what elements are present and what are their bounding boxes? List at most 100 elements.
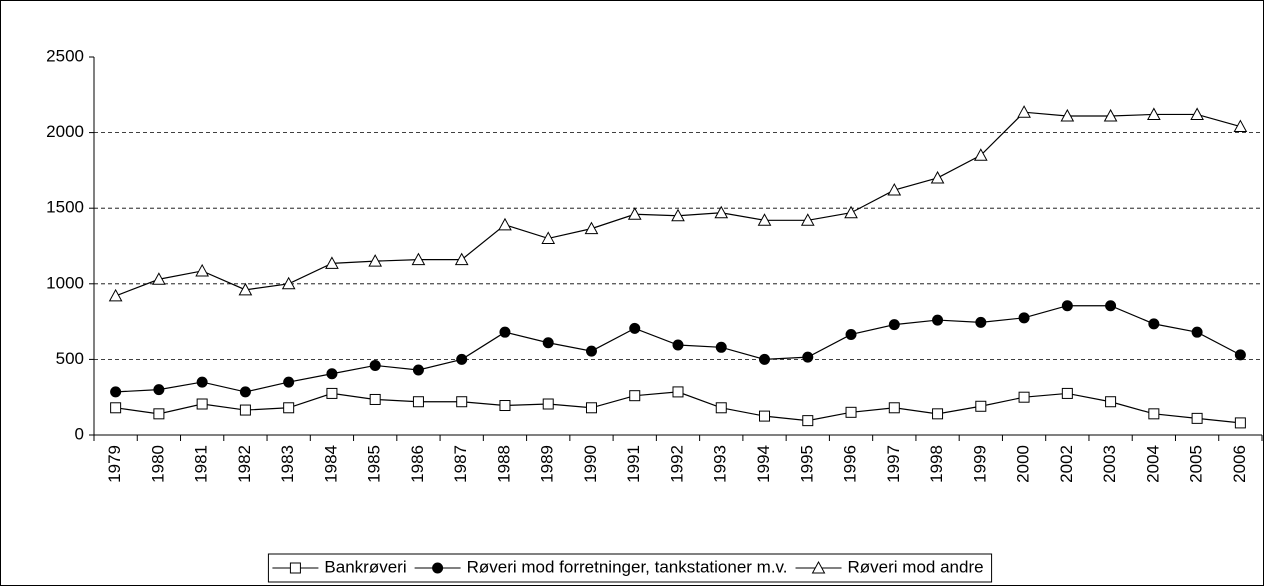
marker (672, 339, 684, 351)
x-tick-label: 1998 (927, 445, 946, 483)
marker (411, 252, 426, 266)
x-tick-label: 1984 (321, 445, 340, 483)
marker (845, 328, 857, 340)
marker (629, 390, 641, 402)
marker (1060, 108, 1075, 122)
marker (757, 213, 772, 226)
marker (541, 231, 556, 244)
marker (499, 326, 511, 338)
x-tick-label: 1991 (624, 445, 643, 483)
marker (759, 353, 771, 365)
legend-label: Bankrøveri (324, 557, 406, 576)
marker (542, 337, 554, 349)
legend-box (267, 553, 993, 583)
x-tick-label: 1996 (841, 445, 860, 483)
marker (932, 408, 944, 420)
marker (715, 341, 727, 353)
marker (195, 263, 209, 277)
marker (1148, 318, 1160, 330)
marker (714, 205, 729, 219)
x-tick-label: 2005 (1187, 445, 1206, 483)
marker (1105, 396, 1117, 408)
marker (153, 408, 165, 420)
marker (802, 415, 814, 427)
x-tick-label: 1989 (538, 445, 557, 483)
x-tick-label: 1995 (797, 445, 816, 483)
x-tick-label: 1985 (365, 445, 384, 483)
marker (1018, 391, 1030, 403)
marker (152, 272, 166, 285)
marker (289, 562, 301, 574)
marker (196, 376, 208, 388)
x-tick-label: 1999 (970, 445, 989, 483)
marker (369, 359, 381, 371)
marker (283, 376, 295, 388)
marker (281, 276, 296, 290)
x-tick-label: 1997 (884, 445, 903, 483)
x-tick-label: 1987 (451, 445, 470, 483)
marker (1233, 119, 1248, 133)
marker (1103, 108, 1118, 122)
x-tick-label: 1992 (667, 445, 686, 483)
series-line (115, 111, 1241, 297)
x-tick-label: 1982 (235, 445, 254, 483)
marker (108, 288, 123, 302)
y-tick-label: 0 (75, 424, 84, 443)
marker (456, 353, 468, 365)
legend: Bankrøveri Røveri mod forretninger, tanks… (267, 553, 993, 583)
marker (759, 410, 771, 422)
y-tick-label: 2000 (46, 122, 84, 141)
x-tick-label: 2004 (1143, 445, 1162, 483)
x-tick-label: 1980 (148, 445, 167, 483)
x-tick-label: 1990 (581, 445, 600, 483)
marker (1190, 107, 1204, 120)
marker (1191, 412, 1203, 424)
x-tick-label: 2006 (1230, 445, 1249, 483)
x-tick-label: 1983 (278, 445, 297, 483)
y-tick-label: 1000 (46, 273, 84, 292)
x-tick-label: 2003 (1100, 445, 1119, 483)
marker (239, 404, 251, 416)
y-tick-label: 1500 (46, 198, 84, 217)
marker (239, 386, 251, 398)
marker (800, 213, 815, 226)
marker (973, 148, 988, 161)
marker (845, 406, 857, 418)
marker (585, 402, 597, 414)
marker (887, 183, 902, 196)
marker (671, 208, 685, 222)
marker (153, 384, 165, 396)
marker (412, 364, 424, 376)
marker (932, 314, 944, 326)
x-tick-label: 1979 (105, 445, 124, 483)
x-tick-label: 1981 (192, 445, 211, 483)
marker (811, 560, 826, 574)
marker (542, 398, 554, 410)
marker (1061, 300, 1073, 312)
marker (802, 351, 814, 363)
marker (368, 254, 383, 267)
y-tick-label: 500 (56, 349, 84, 368)
marker (456, 396, 468, 408)
marker (326, 368, 338, 380)
marker (498, 217, 512, 231)
marker (1017, 105, 1031, 118)
x-tick-label: 1994 (754, 445, 773, 483)
marker (412, 396, 424, 408)
marker (888, 402, 900, 414)
marker (1234, 417, 1246, 429)
x-tick-label: 1986 (408, 445, 427, 483)
marker (369, 393, 381, 405)
marker (454, 252, 469, 266)
marker (1191, 326, 1203, 338)
marker (584, 221, 599, 235)
x-tick-label: 1993 (711, 445, 730, 483)
marker (110, 402, 122, 414)
marker (629, 322, 641, 334)
marker (672, 386, 684, 398)
marker (238, 282, 253, 296)
marker (888, 319, 900, 331)
marker (1234, 349, 1246, 361)
